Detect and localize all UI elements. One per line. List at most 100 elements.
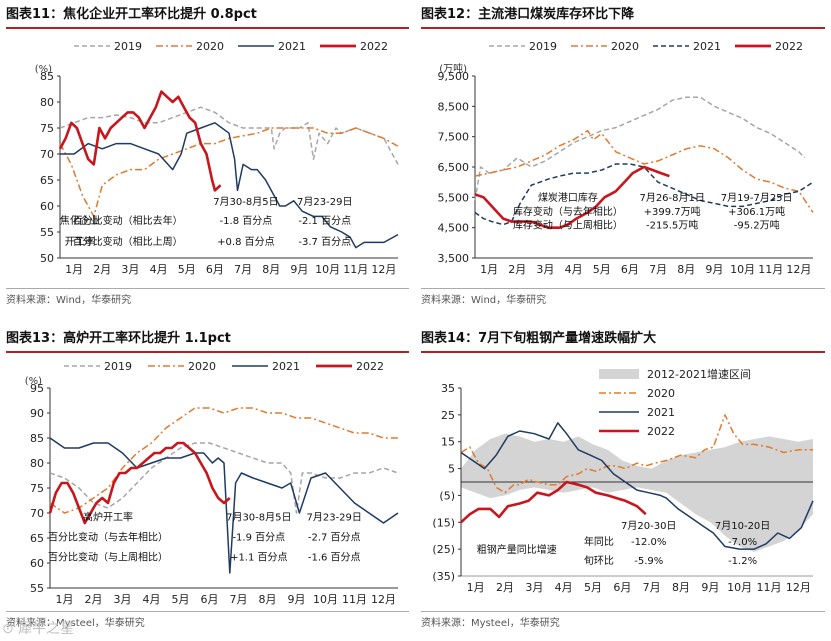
series-2021-line	[474, 163, 814, 226]
y-tick-label: 5	[448, 463, 455, 476]
x-tick-label: 2月	[93, 263, 111, 276]
x-tick-label: 4月	[143, 593, 161, 606]
y-tick-label: 7,500	[438, 131, 470, 144]
annotation-label: -2.1 百分点	[298, 215, 351, 227]
chart-source: 资料来源：Mysteel，华泰研究	[421, 618, 560, 629]
chart-svg: (%) 50 55 60 65 70 75 80 85 1月 2月 3月 4月 5月 6月 7月 8月 9月 10月…	[35, 40, 399, 276]
y-tick-label: 55	[30, 582, 44, 595]
x-tick-label: 6月	[613, 581, 631, 594]
series-2019-line	[474, 96, 806, 201]
legend-label-2019: 2019	[104, 360, 132, 373]
chart-panel-3: 图表13：高炉开工率环比提升 1.1pct (%) 55 60 65 70 75 80 85 9…	[6, 328, 409, 629]
y-tick-label: (25)	[432, 543, 455, 556]
axis-unit-label: (万吨)	[439, 62, 467, 75]
annotation-label: -7.0%	[728, 537, 757, 548]
legend-label-2021: 2021	[693, 40, 721, 53]
x-tick-label: 6月	[201, 593, 219, 606]
annotation-label: -1.6 百分点	[308, 552, 361, 564]
annotation-label: 百分比变动（相比上周）	[73, 235, 183, 248]
source-rule	[6, 611, 409, 612]
chart-title: 图表11：焦化企业开工率环比提升 0.8pct	[6, 7, 257, 22]
title-rule	[6, 27, 409, 29]
annotation-label: 旬环比	[584, 554, 614, 567]
legend-label-2012-2021增速区间: 2012-2021增速区间	[647, 367, 751, 381]
legend-label-2021: 2021	[272, 360, 300, 373]
source-rule	[6, 288, 409, 289]
x-tick-label: 10月	[313, 593, 338, 606]
chart-title: 图表14：7月下旬粗钢产量增速跌幅扩大	[421, 331, 657, 346]
x-tick-label: 10月	[315, 263, 340, 276]
chart-title: 图表12：主流港口煤炭库存环比下降	[421, 7, 635, 22]
x-tick-label: 1月	[480, 263, 498, 276]
legend-label-2019: 2019	[114, 40, 142, 53]
x-tick-label: 1月	[65, 263, 83, 276]
source-rule	[421, 288, 825, 289]
x-tick-label: 1月	[56, 593, 74, 606]
x-tick-label: 4月	[565, 263, 583, 276]
x-tick-label: 11月	[757, 581, 782, 594]
x-tick-label: 9月	[288, 593, 306, 606]
x-tick-label: 1月	[467, 581, 485, 594]
y-tick-label: 95	[30, 382, 44, 395]
y-tick-label: (35)	[432, 570, 455, 583]
x-tick-label: 5月	[172, 593, 190, 606]
x-tick-label: 3月	[114, 593, 132, 606]
annotation-label: -12.0%	[631, 537, 666, 548]
annotation-label: 库存变动（与上周相比）	[513, 218, 623, 231]
series-2020-line	[59, 127, 399, 218]
legend-label-2020: 2020	[196, 40, 224, 53]
chart-panel-1: 图表11：焦化企业开工率环比提升 0.8pct (%) 50 55 60 65 70 75 8…	[6, 4, 409, 306]
annotation-label: 煤炭港口库存	[538, 191, 598, 204]
x-tick-label: 10月	[727, 581, 752, 594]
chart-source: 资料来源：Wind，华泰研究	[421, 295, 547, 306]
x-tick-label: 3月	[525, 581, 543, 594]
band-area	[461, 433, 813, 552]
y-tick-label: 3,500	[438, 252, 470, 265]
x-tick-label: 12月	[786, 263, 811, 276]
annotation-label: 7月10-20日	[715, 520, 770, 532]
axis-unit-label: (%)	[25, 376, 42, 387]
x-tick-label: 7月	[643, 581, 661, 594]
legend-label-2022: 2022	[360, 40, 388, 53]
y-tick-label: 75	[40, 122, 54, 135]
axis-unit-label: (%)	[35, 64, 52, 75]
y-tick-label: 9,500	[438, 70, 470, 83]
series-2020-line	[460, 414, 813, 494]
annotation-label: 7月30-8月5日	[226, 512, 291, 524]
x-tick-label: 3月	[121, 263, 139, 276]
y-tick-label: 85	[30, 432, 44, 445]
annotation-label: -1.8 百分点	[220, 215, 273, 227]
y-tick-label: 70	[30, 507, 44, 520]
annotation-label: -1.9 百分点	[232, 532, 285, 544]
annotation-label: -215.5万吨	[646, 218, 698, 231]
series-2020-line	[474, 129, 814, 213]
y-tick-label: 90	[30, 407, 44, 420]
legend-label-2022: 2022	[647, 425, 675, 438]
annotation-label: +0.8 百分点	[217, 236, 274, 248]
x-tick-label: 6月	[621, 263, 639, 276]
x-tick-label: 7月	[649, 263, 667, 276]
x-tick-label: 8月	[672, 581, 690, 594]
annotation-label: -95.2万吨	[734, 218, 780, 231]
x-tick-label: 5月	[584, 581, 602, 594]
source-rule	[421, 611, 825, 612]
legend-label-2019: 2019	[529, 40, 557, 53]
x-tick-label: 9月	[701, 581, 719, 594]
title-rule	[421, 27, 825, 29]
annotation-label: 7月23-29日	[297, 196, 352, 208]
series-2019-line	[59, 106, 399, 165]
y-tick-label: 65	[40, 174, 54, 187]
x-tick-label: 11月	[343, 263, 368, 276]
title-rule	[6, 351, 409, 353]
x-tick-label: 5月	[593, 263, 611, 276]
x-tick-label: 3月	[536, 263, 554, 276]
series-2021-line	[60, 122, 399, 249]
x-tick-label: 2月	[508, 263, 526, 276]
chart-source: 资料来源：Mysteel，华泰研究	[6, 618, 145, 629]
annotation-label: 粗钢产量同比增速	[477, 543, 557, 556]
y-tick-label: 4,500	[438, 222, 470, 235]
annotation-label: 库存变动（与去年相比）	[513, 205, 623, 218]
annotation-label: 年同比	[584, 535, 614, 548]
x-tick-label: 5月	[178, 263, 196, 276]
annotation-label: -1.2%	[728, 556, 757, 567]
